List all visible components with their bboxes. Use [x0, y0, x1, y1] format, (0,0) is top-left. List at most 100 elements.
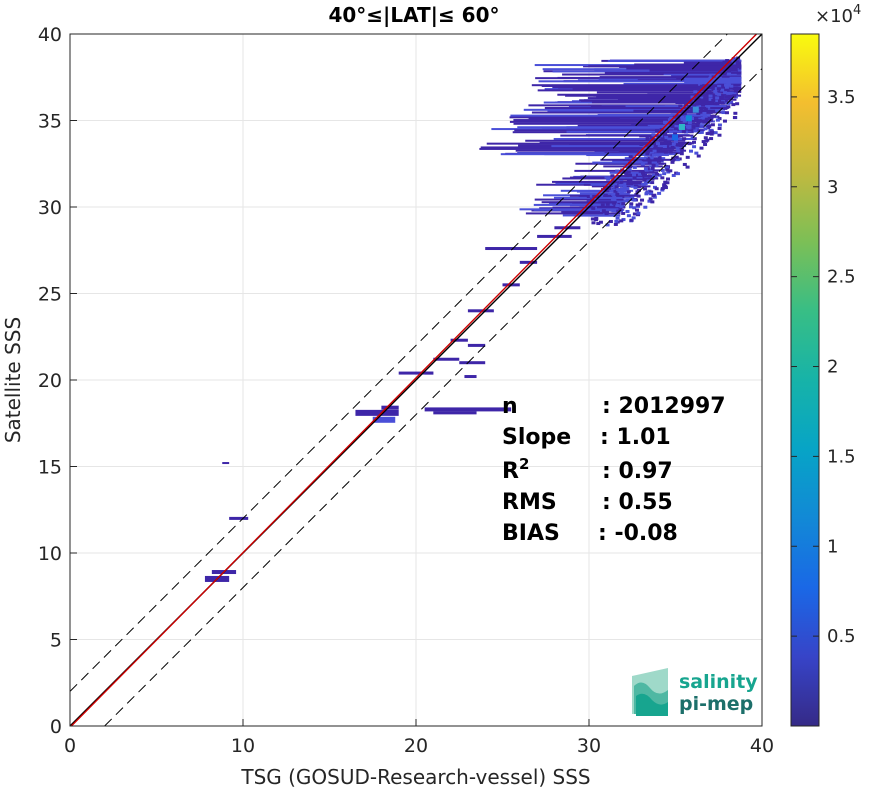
- density-streak: [651, 169, 661, 172]
- density-cell: [618, 183, 623, 187]
- density-cell: [660, 176, 665, 180]
- density-cell: [700, 117, 705, 121]
- density-cell: [685, 165, 690, 169]
- density-streak: [625, 173, 648, 176]
- density-cell: [609, 208, 614, 212]
- density-streak: [679, 118, 713, 121]
- density-cell: [696, 154, 701, 158]
- density-cell: [651, 133, 656, 137]
- density-cell: [708, 97, 713, 101]
- density-cell: [647, 160, 652, 164]
- density-cell: [625, 209, 630, 213]
- density-cell: [726, 101, 731, 105]
- density-streak: [634, 63, 742, 66]
- density-cell: [637, 185, 642, 189]
- density-cell: [643, 205, 648, 209]
- density-cell: [679, 143, 684, 147]
- density-cell: [673, 129, 678, 133]
- density-streak: [565, 94, 733, 97]
- density-streak: [577, 124, 708, 127]
- y-tick-label: 10: [38, 543, 62, 565]
- density-cell: [670, 124, 675, 128]
- density-streak: [509, 116, 703, 119]
- density-cell: [651, 138, 656, 142]
- density-cell: [592, 194, 597, 198]
- density-cell: [612, 201, 617, 205]
- y-tick-label: 40: [38, 24, 62, 46]
- density-cell: [651, 153, 656, 157]
- density-streak: [424, 407, 512, 412]
- logo-line-1: salinity: [679, 671, 758, 693]
- density-cell: [632, 206, 637, 210]
- density-cell: [669, 120, 674, 124]
- density-cell: [699, 130, 704, 134]
- stat-value: : 0.55: [602, 490, 673, 515]
- density-streak: [486, 142, 691, 145]
- stat-label: R2: [502, 455, 529, 484]
- density-cell: [697, 119, 702, 123]
- density-cell: [633, 186, 638, 190]
- density-cell: [708, 94, 713, 98]
- density-cell: [710, 110, 715, 114]
- density-cell: [688, 149, 693, 153]
- density-streak: [663, 73, 742, 76]
- density-streak: [683, 61, 742, 64]
- density-streak: [541, 84, 732, 87]
- density-cell: [712, 114, 717, 118]
- density-cell: [671, 142, 676, 146]
- density-cell: [690, 107, 695, 111]
- density-streak: [467, 309, 494, 313]
- density-streak: [604, 71, 742, 74]
- density-streak: [552, 180, 643, 183]
- density-cell: [707, 131, 712, 135]
- density-cell: [687, 142, 692, 146]
- density-streak: [355, 409, 399, 416]
- density-cell: [622, 188, 627, 192]
- density-cell: [669, 130, 674, 134]
- density-cell: [717, 92, 722, 96]
- density-cell: [682, 112, 687, 116]
- density-cell: [614, 219, 619, 223]
- density-cell: [678, 104, 683, 108]
- density-cell: [714, 92, 719, 96]
- density-cell: [713, 89, 718, 93]
- density-cell: [670, 160, 675, 164]
- density-cell: [639, 150, 644, 154]
- density-cell: [591, 221, 596, 225]
- density-cell: [722, 60, 727, 64]
- density-cell: [619, 204, 624, 208]
- density-cell: [709, 132, 714, 136]
- x-tick-label: 40: [750, 735, 774, 757]
- density-cell: [690, 95, 695, 99]
- density-cell: [675, 143, 680, 147]
- density-cell: [628, 180, 633, 184]
- density-cell: [703, 127, 708, 131]
- density-cell: [726, 91, 731, 95]
- density-streak: [500, 153, 676, 156]
- density-cell: [669, 116, 674, 120]
- density-cell: [717, 123, 722, 127]
- density-cell: [616, 188, 621, 192]
- density-cell: [660, 137, 665, 141]
- density-cell: [675, 172, 680, 176]
- density-cell: [647, 174, 652, 178]
- density-cell: [648, 192, 653, 196]
- density-cell: [703, 142, 708, 146]
- salinity-pi-mep-logo: salinity pi-mep: [632, 668, 758, 716]
- regression-line: [70, 33, 758, 727]
- density-cell: [603, 186, 608, 190]
- density-cell: [640, 198, 645, 202]
- colorbar-multiplier: ×104: [815, 3, 861, 27]
- density-cell: [625, 198, 630, 202]
- density-cell: [654, 163, 659, 167]
- density-cell: [703, 107, 708, 111]
- density-cell: [642, 146, 647, 150]
- density-cell: [665, 177, 670, 181]
- density-cell: [649, 151, 654, 155]
- density-cell: [736, 63, 741, 67]
- density-cell: [733, 111, 738, 115]
- density-cell: [694, 151, 699, 155]
- density-cell: [697, 131, 702, 135]
- density-cell: [632, 212, 637, 216]
- density-cell: [629, 202, 634, 206]
